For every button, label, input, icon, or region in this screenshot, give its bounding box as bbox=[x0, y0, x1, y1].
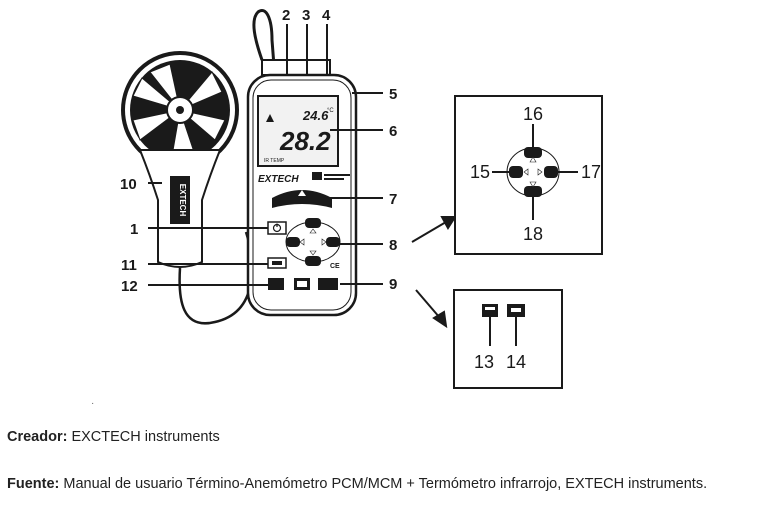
vane-handle: EXTECH bbox=[138, 149, 222, 268]
display-small-reading: 24.6 bbox=[302, 108, 329, 123]
avg-button[interactable] bbox=[267, 257, 287, 269]
power-button[interactable] bbox=[267, 221, 287, 235]
detail-arrows bbox=[411, 216, 457, 329]
bottom-button-row bbox=[268, 278, 338, 290]
source-label: Fuente: bbox=[7, 476, 60, 492]
creator-value: EXCTECH instruments bbox=[71, 429, 220, 445]
callout-15: 15 bbox=[470, 162, 490, 182]
callout-7: 7 bbox=[389, 191, 397, 208]
callout-12: 12 bbox=[121, 278, 138, 295]
brand-logo: EXTECH bbox=[258, 174, 299, 185]
caption-source: Fuente: Manual de usuario Término-Anemóm… bbox=[7, 474, 752, 494]
callout-6: 6 bbox=[389, 123, 397, 140]
display-mode-label: IR TEMP bbox=[264, 158, 285, 164]
callout-2: 2 bbox=[282, 7, 290, 24]
callout-10: 10 bbox=[120, 176, 137, 193]
diagram-figure: EXTECH 24.6 °C 28.2 IR TEMP EXTECH bbox=[120, 7, 603, 389]
dot-mark: · bbox=[91, 398, 95, 409]
callout-8: 8 bbox=[389, 237, 397, 254]
callout-16: 16 bbox=[523, 104, 543, 124]
ir-laser-button[interactable] bbox=[272, 190, 332, 208]
display-small-unit: °C bbox=[327, 108, 334, 114]
display-large-reading: 28.2 bbox=[279, 126, 331, 156]
caption-creator: Creador: EXCTECH instruments bbox=[7, 427, 752, 447]
buttons-detail-box: 13 14 bbox=[453, 289, 563, 389]
callout-5: 5 bbox=[389, 86, 397, 103]
callout-13: 13 bbox=[474, 352, 494, 372]
lcd-display: 24.6 °C 28.2 IR TEMP bbox=[257, 95, 339, 167]
vane-head bbox=[121, 51, 239, 169]
callout-3: 3 bbox=[302, 7, 310, 24]
callout-4: 4 bbox=[322, 7, 331, 24]
ce-mark: CE bbox=[330, 263, 340, 270]
callout-17: 17 bbox=[581, 162, 601, 182]
creator-label: Creador: bbox=[7, 429, 68, 445]
backlight-button[interactable] bbox=[268, 278, 284, 290]
callout-1: 1 bbox=[130, 221, 138, 238]
warning-triangle-icon bbox=[266, 114, 274, 122]
dpad-detail-box: 16 15 17 18 bbox=[454, 95, 603, 255]
callout-18: 18 bbox=[523, 224, 543, 244]
callout-11: 11 bbox=[121, 257, 137, 274]
leader-lines bbox=[148, 24, 383, 286]
navigation-pad[interactable] bbox=[285, 218, 341, 266]
handle-brand-label: EXTECH bbox=[178, 184, 187, 217]
callout-9: 9 bbox=[389, 276, 397, 293]
callout-14: 14 bbox=[506, 352, 526, 372]
hold-button[interactable] bbox=[318, 278, 338, 290]
source-value: Manual de usuario Término-Anemómetro PCM… bbox=[63, 476, 708, 492]
